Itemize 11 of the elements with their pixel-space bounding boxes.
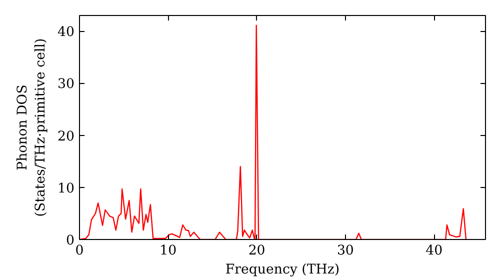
x-axis-title: Frequency (THz)	[225, 262, 340, 278]
y-axis-title: Phonon DOS (States/THz·primitive cell)	[16, 38, 49, 217]
x-tick-label: 40	[426, 244, 443, 258]
y-tick-label: 10	[58, 181, 75, 196]
x-tick-label: 30	[336, 244, 354, 258]
y-tick-label: 30	[58, 77, 75, 92]
y-tick-label: 40	[58, 25, 75, 40]
y-tick-label: 20	[58, 129, 75, 144]
x-tick-label: 10	[160, 244, 177, 258]
x-tick-label: 20	[248, 244, 266, 258]
y-tick-label: 0	[66, 234, 75, 248]
